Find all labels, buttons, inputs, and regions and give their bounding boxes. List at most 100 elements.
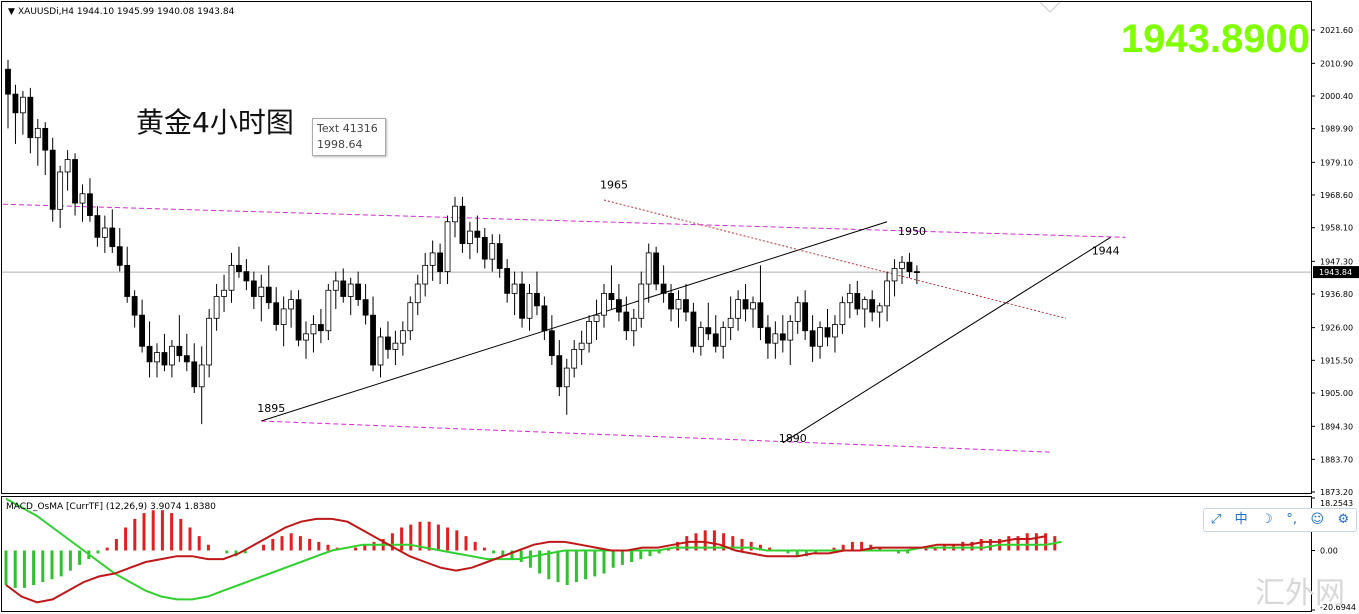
bull-candle	[228, 264, 235, 291]
bear-candle	[161, 352, 168, 366]
bear-candle	[317, 324, 324, 332]
macd-axis: 18.2543 0.00 -20.6944	[1311, 497, 1356, 612]
bear-candle	[757, 302, 764, 329]
bear-candle	[705, 327, 712, 335]
bear-candle	[765, 327, 771, 344]
bear-candle	[176, 345, 183, 357]
trend-1-line	[261, 221, 888, 422]
bear-candle	[362, 299, 369, 316]
price-tick-label: 1979.10	[1320, 158, 1353, 167]
bear-candle	[802, 302, 809, 332]
signal-line	[5, 497, 1062, 601]
bear-candle	[42, 127, 49, 151]
bear-candle	[474, 230, 481, 238]
chart-title: 黄金4小时图	[136, 106, 294, 139]
bull-candle	[399, 330, 406, 344]
bull-candle	[79, 193, 86, 204]
price-tick-label: 1894.30	[1320, 422, 1353, 431]
current-price-label: 1943.84	[1319, 268, 1352, 277]
bear-candle	[541, 305, 548, 332]
bull-candle	[64, 159, 71, 173]
bull-candle	[466, 230, 473, 244]
symbol-info: XAUUSDi,H4 1944.10 1945.99 1940.08 1943.…	[18, 7, 235, 17]
bull-candle	[280, 308, 287, 325]
bear-candle	[459, 205, 466, 244]
price-tick-label: 2010.90	[1320, 59, 1353, 68]
bear-candle	[653, 252, 660, 285]
ime-expand-icon[interactable]: ⤢	[1210, 512, 1222, 527]
bull-candle	[675, 299, 682, 310]
bull-candle	[601, 292, 607, 316]
bull-candle	[310, 324, 317, 335]
candles	[5, 59, 920, 425]
bull-candle	[727, 317, 734, 329]
bear-candle	[116, 246, 123, 266]
bull-candle	[206, 317, 213, 366]
ime-punct-icon[interactable]: °,	[1286, 512, 1297, 527]
macd-tick-label: 18.2543	[1320, 499, 1353, 508]
current-price-box	[1313, 266, 1359, 279]
bull-candle	[876, 305, 883, 313]
price-tick-label: 2000.40	[1320, 92, 1353, 101]
bull-candle	[578, 342, 585, 350]
bear-candle	[556, 355, 563, 388]
bear-candle	[854, 292, 861, 310]
bear-candle	[5, 68, 11, 95]
upper-channel-line	[0, 203, 1126, 238]
bear-candle	[668, 292, 674, 310]
macd-tick-label: -20.6944	[1320, 603, 1356, 612]
bear-candle	[191, 361, 198, 388]
ime-emoji-icon[interactable]: ☺	[1310, 512, 1325, 527]
bear-candle	[131, 296, 138, 316]
ime-settings-icon[interactable]: ⚙	[1337, 512, 1350, 527]
price-tick-label: 1905.00	[1320, 389, 1353, 398]
bull-candle	[630, 317, 637, 332]
symbol-dropdown-icon[interactable]: ▼	[8, 7, 15, 17]
bear-candle	[519, 283, 525, 319]
bear-candle	[49, 149, 56, 210]
price-tick-label: 1968.60	[1320, 191, 1353, 200]
bull-candle	[586, 320, 592, 344]
bear-candle	[690, 311, 697, 347]
bull-candle	[735, 299, 741, 319]
price-tick-label: 1947.30	[1320, 257, 1353, 266]
lower-channel-line	[261, 420, 1052, 453]
bull-candle	[347, 283, 354, 297]
bull-candle	[750, 302, 756, 310]
watermark: 汇外网	[1255, 576, 1345, 611]
bear-candle	[265, 286, 272, 304]
bull-candle	[168, 345, 175, 366]
price-tick-label: 1936.80	[1320, 290, 1353, 299]
bear-candle	[712, 333, 719, 347]
bear-candle	[27, 96, 34, 139]
price-axis: 2021.60 2010.90 2000.40 1989.90 1979.10 1968.…	[1311, 26, 1359, 497]
bull-candle	[787, 320, 794, 341]
bull-candle	[288, 299, 295, 310]
bear-candle	[139, 314, 146, 347]
price-tick-label: 1958.10	[1320, 224, 1353, 233]
ime-moon-icon[interactable]: ☽	[1261, 512, 1273, 527]
trend-lines	[0, 199, 1126, 453]
bear-candle	[94, 215, 101, 238]
bear-candle	[273, 302, 280, 325]
price-annotation: 1895	[257, 402, 285, 415]
price-tick-label: 1989.90	[1320, 125, 1353, 134]
macd-pane-frame	[1, 496, 1312, 612]
ime-chinese-toggle[interactable]: 中	[1234, 512, 1248, 527]
bear-candle	[809, 330, 816, 347]
bear-candle	[496, 243, 503, 269]
bull-candle	[839, 302, 846, 325]
bull-candle	[571, 349, 578, 369]
bull-candle	[422, 264, 429, 285]
price-tick-label: 1873.20	[1320, 488, 1353, 497]
ime-toolbar[interactable]: ⤢ 中 ☽ °, ☺ ⚙	[1203, 508, 1357, 532]
bull-candle	[198, 364, 205, 388]
bull-candle	[332, 280, 339, 291]
bear-candle	[109, 227, 116, 248]
bear-candle	[548, 330, 555, 357]
bull-candle	[377, 336, 384, 366]
bull-candle	[325, 289, 332, 332]
resistance-line	[603, 199, 1067, 319]
bear-candle	[295, 299, 302, 341]
